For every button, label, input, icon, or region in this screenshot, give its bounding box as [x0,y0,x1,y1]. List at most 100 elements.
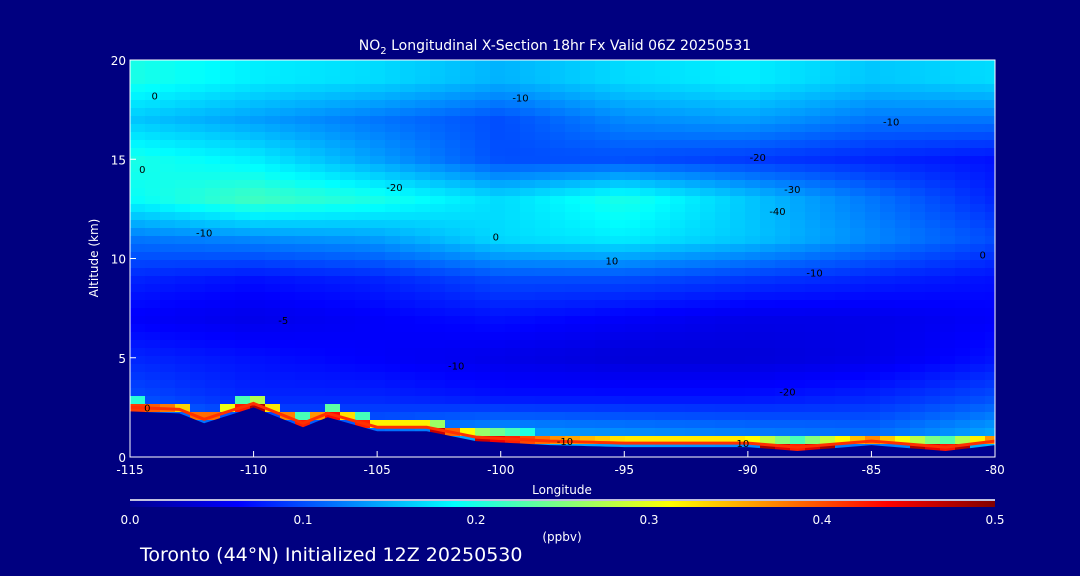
heat-cell [805,340,821,349]
heat-cell [490,404,506,413]
heat-cell [835,188,851,197]
heat-cell [625,100,641,109]
heat-cell [670,116,686,125]
heat-cell [745,140,761,149]
heat-cell [460,324,476,333]
heat-cell [580,388,596,397]
heat-cell [580,228,596,237]
heat-cell [490,196,506,205]
heat-cell [940,308,956,317]
heat-cell [340,324,356,333]
heat-cell [295,116,311,125]
heat-cell [580,236,596,245]
heat-cell [235,172,251,181]
heat-cell [580,412,596,421]
heat-cell [280,308,296,317]
heat-cell [580,252,596,261]
heat-cell [265,260,281,269]
heat-cell [760,444,776,453]
heat-cell [685,332,701,341]
heat-cell [400,188,416,197]
heat-cell [550,172,566,181]
heat-cell [475,380,491,389]
heat-cell [595,308,611,317]
heat-cell [550,268,566,277]
heat-cell [550,92,566,101]
heat-cell [775,100,791,109]
heat-cell [535,140,551,149]
heat-cell [970,220,986,229]
heat-cell [535,180,551,189]
heat-cell [580,380,596,389]
heat-cell [160,228,176,237]
heat-cell [700,428,716,437]
heat-cell [955,380,971,389]
heat-cell [955,84,971,93]
heat-cell [775,356,791,365]
heat-cell [625,84,641,93]
heat-cell [190,396,206,405]
heat-cell [130,292,146,301]
heat-cell [565,356,581,365]
heat-cell [340,356,356,365]
heat-cell [655,212,671,221]
heat-cell [445,180,461,189]
heat-cell [700,260,716,269]
heat-cell [670,124,686,133]
heat-cell [655,276,671,285]
heat-cell [190,68,206,77]
heat-cell [850,76,866,85]
heat-cell [745,284,761,293]
heat-cell [325,308,341,317]
heat-cell [295,388,311,397]
heat-cell [610,68,626,77]
heat-cell [730,180,746,189]
heat-cell [475,420,491,429]
heat-cell [400,412,416,421]
heat-cell [565,196,581,205]
heat-cell [460,124,476,133]
heat-cell [355,388,371,397]
heat-cell [820,132,836,141]
heat-cell [355,308,371,317]
heat-cell [670,300,686,309]
heat-cell [760,388,776,397]
heat-cell [220,220,236,229]
heat-cell [640,404,656,413]
heat-cell [775,244,791,253]
heat-cell [955,300,971,309]
heat-cell [850,212,866,221]
heat-cell [505,156,521,165]
heat-cell [745,228,761,237]
heat-cell [370,316,386,325]
heat-cell [835,236,851,245]
heat-cell [790,404,806,413]
heat-cell [340,68,356,77]
colorbar-units: (ppbv) [542,530,581,544]
heat-cell [730,108,746,117]
heat-cell [850,420,866,429]
heat-cell [445,244,461,253]
heat-cell [640,68,656,77]
heat-cell [220,252,236,261]
heat-cell [400,300,416,309]
heat-cell [805,300,821,309]
heat-cell [835,60,851,69]
heat-cell [625,164,641,173]
heat-cell [760,332,776,341]
heat-cell [730,428,746,437]
heat-cell [220,84,236,93]
heat-cell [700,412,716,421]
heat-cell [835,396,851,405]
heat-cell [325,396,341,405]
heat-cell [745,180,761,189]
heat-cell [175,68,191,77]
heat-cell [655,364,671,373]
heat-cell [535,236,551,245]
heat-cell [820,188,836,197]
heat-cell [985,388,996,397]
heat-cell [475,252,491,261]
heat-cell [265,324,281,333]
heat-cell [940,140,956,149]
heat-cell [265,292,281,301]
